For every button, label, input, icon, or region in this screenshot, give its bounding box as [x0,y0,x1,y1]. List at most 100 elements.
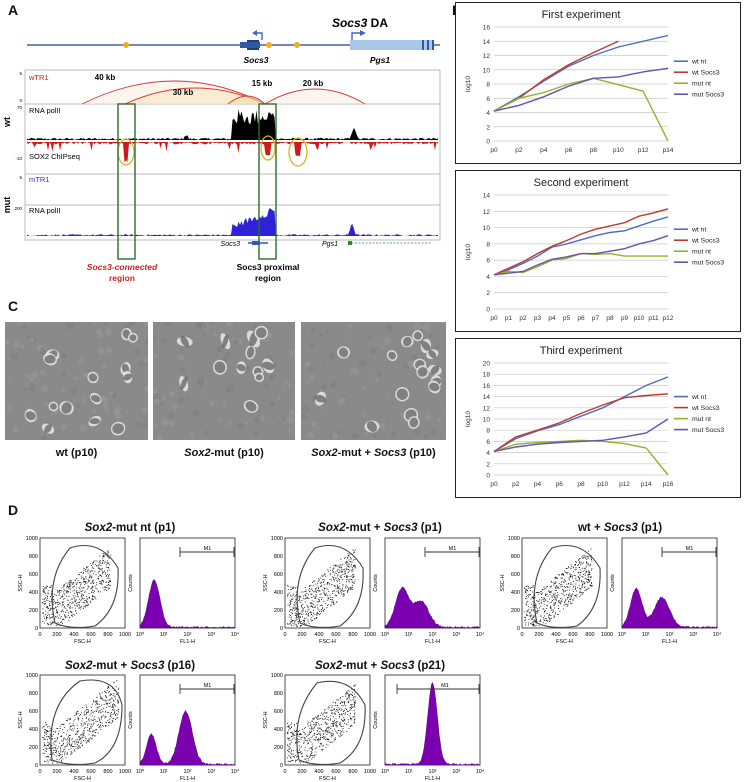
ssc-axis-label: SSC-H [18,574,24,591]
fl1-tick: 10⁴ [231,768,240,775]
fl1-tick: 10² [429,632,437,638]
mut-group-label: mut [2,197,12,214]
svg-text:-10: -10 [15,156,22,161]
rnapol-mut-track-label: RNA polII [29,206,61,215]
y-tick-label: 10 [483,67,491,74]
fl1-axis-label: FL1-H [180,639,195,645]
ssc-tick: 400 [274,590,283,596]
fsc-axis-label: FSC-H [74,639,91,645]
fsc-axis-label: FSC-H [319,639,336,645]
wtr1-track-label: wTR1 [28,73,49,82]
series-line-mut-socs3 [493,235,669,276]
fsc-axis-label: FSC-H [319,776,336,782]
y-tick-label: 16 [483,25,491,32]
fsc-tick: 800 [103,769,112,775]
series-line-mut-socs3 [493,67,669,112]
ssc-tick: 0 [35,763,38,769]
scatter-plot: 0 200 400 600 800 1000 0 200 400 600 800 1000 FSC-H S… [263,673,376,782]
gate [296,680,366,766]
ssc-tick: 400 [274,727,283,733]
rna-polii-mut-signal [27,207,438,236]
ssc-tick: 200 [29,745,38,751]
legend-label: mut nt [692,416,711,423]
fl1-tick: 10⁰ [618,631,627,638]
histogram-plot: M1 10⁰ 10¹ 10² 10³ 10⁴ FL1-H Counts [610,537,722,645]
fsc-tick: 400 [314,632,323,638]
fl1-tick: 10¹ [405,769,413,775]
x-tick-label: p14 [641,481,652,488]
x-tick-label: p0 [490,315,498,322]
legend-label: wt nt [691,394,706,401]
legend-label: wt Socs3 [691,238,720,245]
y-tick-label: 8 [486,428,490,435]
x-tick-label: p11 [648,315,659,322]
y-tick-label: 10 [483,417,491,424]
fl1-histogram [384,586,481,629]
fl1-tick: 10⁰ [381,768,390,775]
fl1-tick: 10⁴ [713,631,722,638]
fl1-tick: 10² [184,632,192,638]
ssc-tick: 0 [35,626,38,632]
socs3-annotation-label: Socs3 [221,241,241,248]
fsc-axis-label: FSC-H [74,776,91,782]
ssc-tick: 1000 [508,536,520,542]
proximal-region-label-2: region [255,273,281,283]
fsc-tick: 600 [86,769,95,775]
browser-frame [24,69,441,241]
arc-15kb [227,95,266,105]
x-tick-label: p9 [621,315,629,322]
fsc-tick: 0 [38,769,41,775]
fl1-axis-label: FL1-H [425,776,440,782]
y-tick-label: 14 [483,394,491,401]
ssc-tick: 1000 [26,536,38,542]
gate [50,679,123,766]
ssc-tick: 600 [274,572,283,578]
wt-group-label: wt [2,117,12,128]
fl1-tick: 10² [184,769,192,775]
fl1-axis-label: FL1-H [425,639,440,645]
fsc-tick: 600 [331,632,340,638]
histogram-plot: M1 10⁰ 10¹ 10² 10³ 10⁴ FL1-H Counts [128,674,240,782]
y-tick-label: 14 [483,193,491,200]
y-tick-label: 4 [486,110,490,117]
scatter-plot: 0 200 400 600 800 1000 0 200 400 600 800 1000 FSC-H S… [500,536,613,645]
ssc-tick: 800 [29,554,38,560]
ssc-axis-label: SSC-H [18,711,24,728]
ssc-tick: 200 [511,608,520,614]
x-tick-label: p4 [548,315,556,322]
ssc-tick: 600 [29,709,38,715]
legend-label: wt nt [691,227,706,234]
fl1-histogram [139,579,236,629]
y-axis-label: log10 [465,411,472,427]
facs-title-4: Sox2-mut + Socs3 (p16) [64,660,196,672]
x-tick-label: p14 [663,147,674,154]
arc-label-40kb: 40 kb [95,73,116,82]
fsc-tick: 0 [520,632,523,638]
micrograph-sox2-mut [153,322,295,440]
x-tick-label: p12 [619,481,630,488]
fsc-tick: 0 [38,632,41,638]
chart-first-experiment: First experiment 0 2 4 6 8 10 12 14 16 p0 p2 p4 p6 p8 p… [455,2,741,164]
arc-label-15kb: 15 kb [252,79,273,88]
y-tick-label: 4 [486,274,490,281]
ssc-tick: 400 [29,590,38,596]
x-tick-label: p2 [519,315,527,322]
sox2-peak-circle [260,135,276,161]
facs-title-5: Sox2-mut + Socs3 (p21) [314,660,446,672]
arc-label-20kb: 20 kb [303,79,324,88]
y-tick-label: 20 [483,361,491,368]
ssc-tick: 400 [29,727,38,733]
ssc-tick: 200 [274,745,283,751]
y-tick-label: 14 [483,39,491,46]
fsc-tick: 0 [283,632,286,638]
ssc-axis-label: SSC-H [263,711,269,728]
ssc-tick: 800 [511,554,520,560]
ssc-tick: 200 [274,608,283,614]
m1-label: M1 [686,546,694,552]
scatter-plot: 0 200 400 600 800 1000 0 200 400 600 800 1000 FSC-H S… [18,536,131,645]
fsc-tick: 800 [348,632,357,638]
x-tick-label: p6 [556,481,564,488]
micrograph-sox2-mut-socs3 [301,322,446,440]
y-tick-label: 0 [486,139,490,146]
y-tick-label: 10 [483,225,491,232]
